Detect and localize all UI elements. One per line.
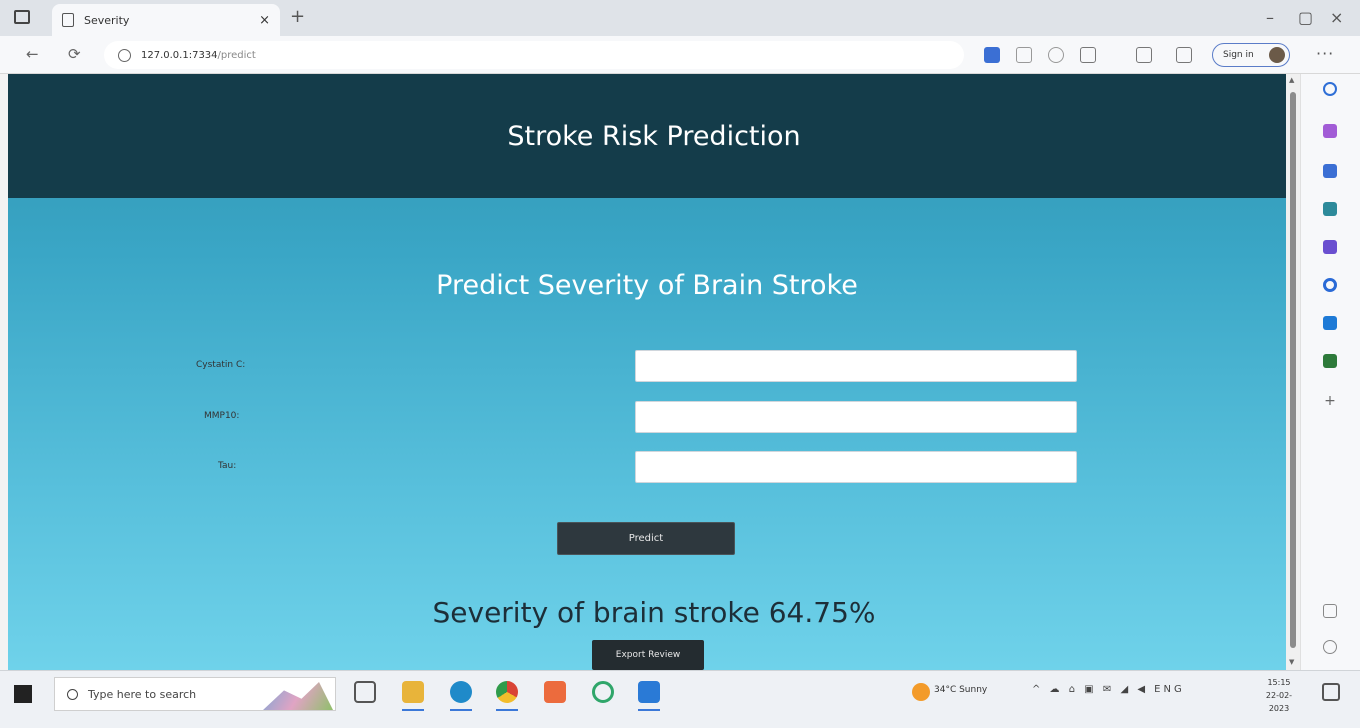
task-view-icon[interactable] bbox=[354, 681, 376, 703]
more-menu-icon[interactable]: ··· bbox=[1316, 44, 1335, 63]
scrollbar-thumb[interactable] bbox=[1290, 92, 1296, 648]
split-screen-icon[interactable] bbox=[1323, 604, 1337, 618]
system-tray[interactable]: ^ ☁ ⌂ ▣ ✉ ◢ ◀ ENG bbox=[1032, 684, 1185, 695]
refresh-button[interactable]: ⟳ bbox=[68, 45, 81, 63]
office-icon[interactable] bbox=[1323, 240, 1337, 254]
edge-icon[interactable] bbox=[450, 681, 472, 703]
form-heading: Predict Severity of Brain Stroke bbox=[436, 270, 858, 301]
mmp10-label: MMP10: bbox=[204, 411, 240, 421]
sign-in-label: Sign in bbox=[1223, 50, 1254, 60]
minimize-button[interactable]: – bbox=[1266, 8, 1274, 27]
taskbar-search-placeholder: Type here to search bbox=[88, 687, 197, 701]
notifications-icon[interactable] bbox=[1322, 683, 1340, 701]
tau-input[interactable] bbox=[635, 451, 1077, 483]
avatar bbox=[1269, 47, 1285, 63]
mmp10-input[interactable] bbox=[635, 401, 1077, 433]
edge-sidebar: + bbox=[1300, 74, 1360, 670]
tab-title: Severity bbox=[84, 13, 130, 27]
tab-actions-icon[interactable] bbox=[14, 10, 30, 24]
vscode-active bbox=[638, 709, 660, 711]
severity-result: Severity of brain stroke 64.75% bbox=[432, 596, 876, 629]
page-scrollbar[interactable]: ▲ ▼ bbox=[1286, 74, 1300, 670]
tree-icon[interactable] bbox=[1323, 354, 1337, 368]
url-host: 127.0.0.1:7334 bbox=[141, 49, 218, 61]
clock-date: 22-02-2023 bbox=[1265, 691, 1293, 713]
zoom-icon[interactable] bbox=[1048, 47, 1064, 63]
maximize-button[interactable]: ▢ bbox=[1298, 8, 1314, 27]
file-explorer-icon[interactable] bbox=[402, 681, 424, 703]
cystatin-c-label: Cystatin C: bbox=[196, 360, 246, 370]
edge-active bbox=[450, 709, 472, 711]
cystatin-c-input[interactable] bbox=[635, 350, 1077, 382]
browser-tab-strip: Severity × + – ▢ × bbox=[0, 0, 1360, 36]
read-aloud-icon[interactable] bbox=[1016, 47, 1032, 63]
taskbar-clock[interactable]: 15:15 22-02-2023 bbox=[1256, 676, 1302, 715]
vscode-icon[interactable] bbox=[638, 681, 660, 703]
taskbar-search[interactable]: Type here to search bbox=[54, 677, 336, 711]
tau-label: Tau: bbox=[218, 461, 237, 471]
windows-start-icon[interactable] bbox=[14, 685, 32, 703]
tab-severity[interactable]: Severity × bbox=[52, 4, 280, 36]
close-window-button[interactable]: × bbox=[1330, 8, 1344, 27]
tools-icon[interactable] bbox=[1323, 164, 1337, 178]
weather-text[interactable]: 34°C Sunny bbox=[934, 685, 988, 695]
chrome-active bbox=[496, 709, 518, 711]
windows-taskbar: Type here to search 34°C Sunny ^ ☁ ⌂ ▣ ✉… bbox=[0, 670, 1360, 728]
scroll-up-icon[interactable]: ▲ bbox=[1289, 76, 1295, 84]
site-info-icon[interactable] bbox=[118, 48, 131, 62]
chrome-icon[interactable] bbox=[496, 681, 518, 703]
address-bar[interactable]: 127.0.0.1:7334/predict bbox=[104, 41, 964, 69]
app-green-icon[interactable] bbox=[592, 681, 614, 703]
shopping-icon[interactable] bbox=[1323, 124, 1337, 138]
games-icon[interactable] bbox=[1323, 202, 1337, 216]
url-text: 127.0.0.1:7334/predict bbox=[141, 50, 256, 61]
browser-toolbar: ← ⟳ 127.0.0.1:7334/predict Sign in ··· bbox=[0, 36, 1360, 74]
scroll-down-icon[interactable]: ▼ bbox=[1289, 658, 1295, 666]
collections-icon[interactable] bbox=[1176, 47, 1192, 63]
export-review-button[interactable]: Export Review bbox=[592, 640, 704, 670]
extension-icon[interactable] bbox=[984, 47, 1000, 63]
favorites-add-icon[interactable] bbox=[1080, 47, 1096, 63]
page-header: Stroke Risk Prediction bbox=[8, 74, 1286, 198]
sign-in-button[interactable]: Sign in bbox=[1212, 43, 1290, 67]
search-icon[interactable] bbox=[1323, 82, 1337, 96]
drop-icon[interactable] bbox=[1323, 316, 1337, 330]
back-button[interactable]: ← bbox=[26, 45, 39, 63]
page-favicon-icon bbox=[62, 13, 74, 27]
new-tab-button[interactable]: + bbox=[290, 6, 306, 27]
app-orange-icon[interactable] bbox=[544, 681, 566, 703]
settings-gear-icon[interactable] bbox=[1323, 640, 1337, 654]
predict-button[interactable]: Predict bbox=[557, 522, 735, 555]
page-viewport: Stroke Risk Prediction Predict Severity … bbox=[8, 74, 1286, 670]
taskbar-search-icon bbox=[67, 688, 78, 700]
favorites-icon[interactable] bbox=[1136, 47, 1152, 63]
clock-time: 15:15 bbox=[1267, 678, 1291, 687]
tab-close-icon[interactable]: × bbox=[259, 12, 270, 28]
url-path: /predict bbox=[217, 49, 256, 61]
outlook-icon[interactable] bbox=[1323, 278, 1337, 292]
page-title: Stroke Risk Prediction bbox=[507, 120, 801, 152]
weather-sun-icon[interactable] bbox=[912, 683, 930, 701]
file-explorer-active bbox=[402, 709, 424, 711]
search-highlight-art bbox=[263, 682, 333, 710]
add-icon[interactable]: + bbox=[1324, 393, 1336, 409]
